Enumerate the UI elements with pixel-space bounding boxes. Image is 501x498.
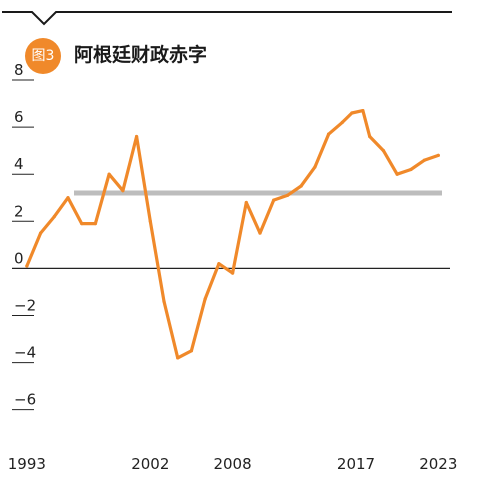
data-point (203, 297, 207, 301)
y-tick-label: 2 (14, 202, 24, 220)
y-tick-label: −4 (14, 344, 36, 362)
data-point (409, 167, 413, 172)
y-tick-label: 8 (14, 61, 24, 79)
y-tick-label: 6 (14, 108, 24, 126)
y-tick-label: 0 (14, 249, 24, 267)
data-point (285, 193, 290, 197)
y-tick-label: −6 (14, 391, 36, 409)
data-point (80, 222, 84, 226)
header-rule (2, 11, 452, 26)
data-point (244, 200, 248, 205)
data-point (422, 158, 427, 162)
data-point (299, 184, 303, 188)
data-point (93, 222, 98, 226)
figure-badge: 图3 (25, 38, 61, 74)
data-point (107, 172, 111, 176)
data-point (38, 231, 43, 235)
data-point (176, 356, 180, 360)
data-point (340, 120, 344, 124)
data-point (361, 109, 365, 113)
data-point (189, 349, 194, 353)
data-point (134, 134, 139, 139)
data-point (258, 231, 262, 235)
data-point (350, 111, 354, 115)
data-point (25, 264, 29, 268)
data-point (230, 271, 235, 275)
data-point (272, 198, 276, 202)
data-point (368, 134, 372, 139)
y-axis: 8 6 4 2 0 −2 −4 −6 (12, 61, 450, 411)
data-point (148, 219, 152, 223)
chart-title: 阿根廷财政赤字 (74, 44, 208, 66)
data-point (66, 196, 70, 200)
data-point (217, 262, 221, 266)
data-point (313, 165, 317, 169)
x-tick-label: 2008 (213, 455, 251, 473)
chart-header: 图3 阿根廷财政赤字 (0, 0, 501, 80)
y-tick-label: 4 (14, 155, 24, 173)
plot-area (25, 108, 442, 360)
data-point (395, 172, 399, 176)
x-tick-label: 2017 (337, 455, 375, 473)
x-tick-label: 2002 (131, 455, 169, 473)
data-point (162, 299, 166, 303)
data-point (121, 189, 125, 193)
y-tick-label: −2 (14, 296, 36, 314)
data-point (52, 214, 56, 219)
data-point (381, 149, 386, 153)
data-point (436, 153, 440, 157)
series-line (25, 108, 440, 360)
x-tick-label: 2023 (419, 455, 457, 473)
header-rule-line (2, 11, 452, 26)
x-tick-label: 1993 (8, 455, 46, 473)
data-point (326, 132, 331, 136)
x-axis: 1993 2002 2008 2017 2023 (8, 455, 458, 473)
